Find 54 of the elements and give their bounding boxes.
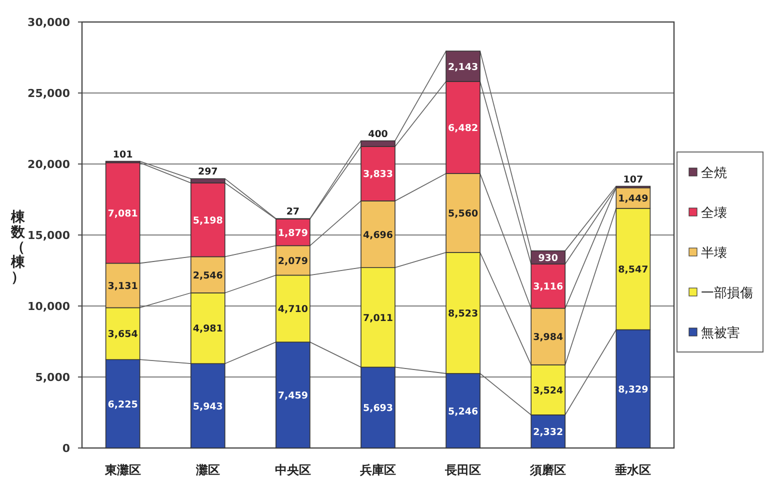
legend-label: 全壊 bbox=[701, 206, 727, 221]
y-axis-title: 棟数（棟） bbox=[10, 210, 26, 286]
data-label: 107 bbox=[623, 174, 644, 186]
data-label: 5,198 bbox=[192, 215, 224, 226]
y-tick-label: 20,000 bbox=[28, 158, 70, 171]
x-tick-label: 長田区 bbox=[444, 463, 482, 477]
data-label: 3,984 bbox=[533, 332, 564, 344]
y-tick-label: 5,000 bbox=[35, 371, 70, 384]
legend-label: 半壊 bbox=[701, 246, 727, 261]
data-label: 7,011 bbox=[362, 312, 394, 324]
data-label: 2,143 bbox=[448, 62, 478, 73]
data-label: 3,833 bbox=[362, 169, 394, 180]
data-label: 101 bbox=[112, 149, 133, 160]
x-tick-label: 垂水区 bbox=[614, 463, 652, 477]
data-label: 3,116 bbox=[533, 282, 564, 293]
data-label: 6,225 bbox=[108, 399, 138, 410]
data-label: 5,246 bbox=[448, 406, 478, 418]
y-tick-label: 15,000 bbox=[28, 229, 70, 242]
data-label: 1,449 bbox=[618, 194, 648, 205]
data-label: 3,131 bbox=[108, 280, 138, 292]
data-label: 6,482 bbox=[448, 123, 478, 134]
x-tick-label: 須磨区 bbox=[529, 463, 566, 477]
data-label: 2,332 bbox=[533, 426, 564, 438]
data-label: 7,459 bbox=[278, 390, 308, 402]
data-label: 400 bbox=[368, 128, 388, 140]
x-tick-label: 中央区 bbox=[274, 463, 311, 477]
y-tick-label: 0 bbox=[62, 442, 70, 455]
data-label: 5,560 bbox=[448, 208, 478, 220]
data-label: 2,079 bbox=[278, 256, 308, 267]
data-label: 1,879 bbox=[278, 228, 308, 239]
data-label: 930 bbox=[538, 252, 558, 264]
y-tick-label: 30,000 bbox=[28, 16, 70, 29]
data-label: 5,943 bbox=[192, 401, 223, 412]
x-tick-label: 東灘区 bbox=[104, 463, 141, 477]
data-label: 8,547 bbox=[618, 264, 648, 276]
legend-label: 無被害 bbox=[701, 325, 740, 341]
data-label: 2,546 bbox=[192, 270, 224, 282]
data-label: 297 bbox=[198, 166, 218, 178]
legend-label: 一部損傷 bbox=[701, 286, 753, 301]
data-label: 4,710 bbox=[278, 304, 308, 316]
y-tick-label: 10,000 bbox=[28, 300, 70, 313]
data-label: 27 bbox=[286, 206, 300, 218]
x-tick-label: 灘区 bbox=[194, 463, 220, 477]
y-tick-label: 25,000 bbox=[28, 87, 70, 100]
data-label: 3,654 bbox=[108, 329, 138, 340]
data-label: 8,523 bbox=[448, 308, 478, 320]
legend-label: 全焼 bbox=[701, 166, 727, 181]
data-label: 4,696 bbox=[362, 230, 394, 241]
data-label: 4,981 bbox=[192, 324, 223, 335]
data-label: 7,081 bbox=[108, 208, 138, 220]
x-tick-label: 兵庫区 bbox=[359, 463, 396, 477]
data-label: 8,329 bbox=[618, 384, 648, 396]
data-label: 5,693 bbox=[362, 403, 394, 414]
data-label: 3,524 bbox=[533, 385, 564, 396]
